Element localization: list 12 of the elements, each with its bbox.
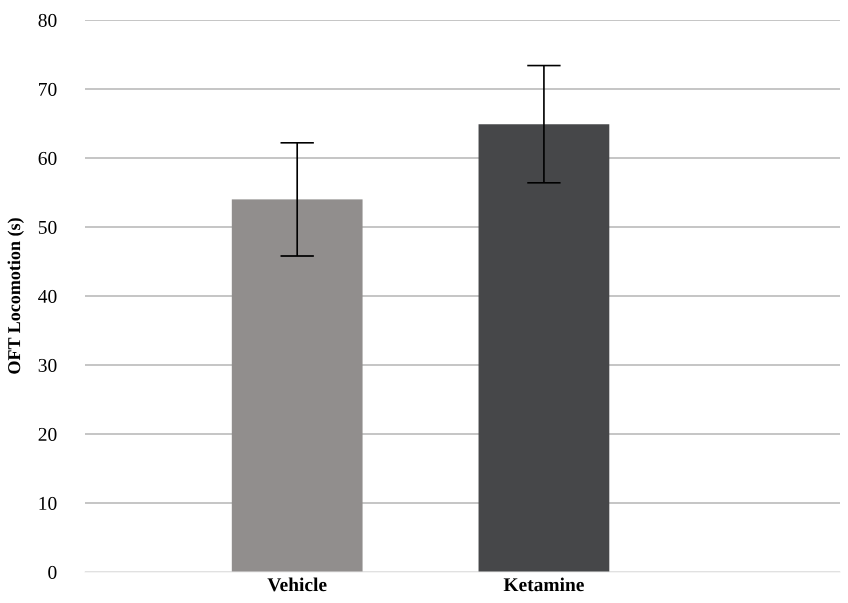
x-tick-label: Vehicle <box>268 578 327 592</box>
y-axis-title: OFT Locomotion (s) <box>8 218 24 374</box>
y-tick-label: 0 <box>48 566 56 579</box>
y-tick-label: 50 <box>38 220 56 234</box>
x-tick-label: Ketamine <box>504 578 584 592</box>
y-tick-label: 70 <box>39 82 56 96</box>
y-tick-label: 10 <box>39 496 56 510</box>
y-tick-label: 40 <box>38 290 56 303</box>
y-tick-label: 60 <box>38 152 56 165</box>
y-tick-label: 30 <box>38 358 56 372</box>
y-tick-label: 20 <box>38 428 56 441</box>
y-tick-label: 80 <box>38 14 56 27</box>
